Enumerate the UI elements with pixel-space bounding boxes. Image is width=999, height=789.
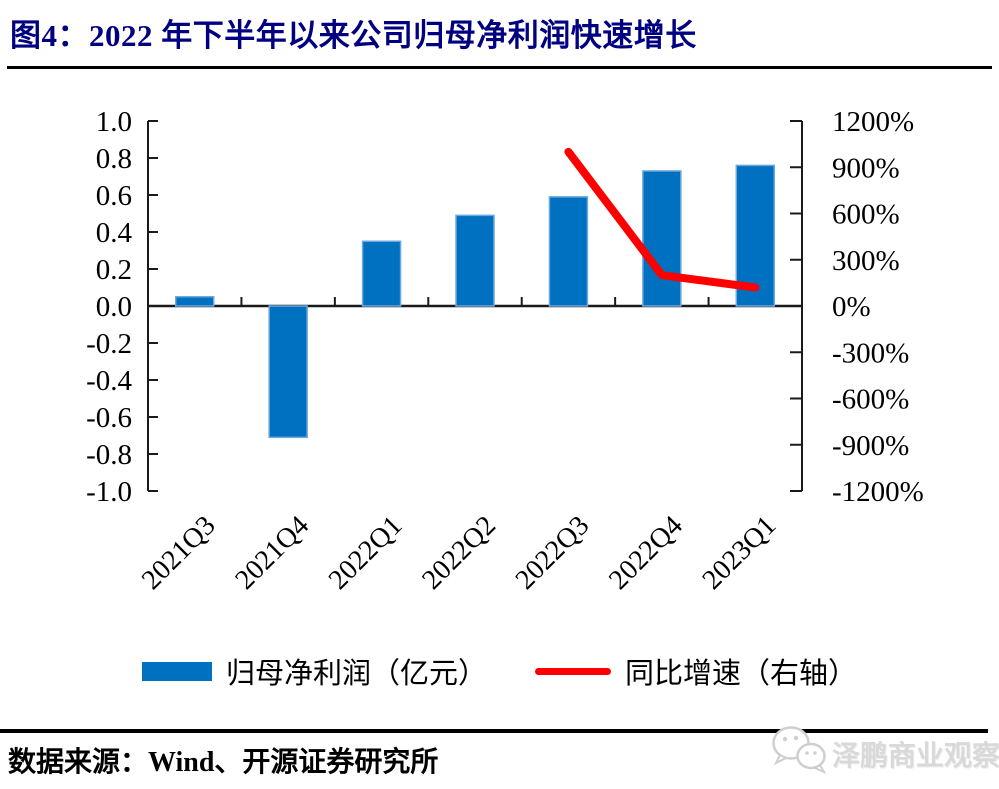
right-axis-tick-label: 600% [832,199,900,231]
watermark: 泽鹏商业观察 [768,720,999,782]
left-axis-tick-label: 0.0 [96,291,132,323]
right-axis-tick-label: 0% [832,291,871,323]
left-axis-tick-label: 0.6 [96,180,132,212]
bar-2022Q3 [548,196,589,307]
left-axis-tick-label: 0.8 [96,143,132,175]
yoy-growth-line [564,147,760,292]
legend-label: 同比增速（右轴） [625,658,858,690]
legend-item-yoy-growth: 同比增速（右轴） [535,650,857,692]
title-separator [7,66,992,69]
right-axis-tick-label: -1200% [832,476,924,508]
left-axis-tick-label: -1.0 [86,476,132,508]
bottom-separator [0,729,988,733]
left-axis-tick-label: -0.6 [86,402,132,434]
right-axis-tick-label: -300% [832,337,909,369]
x-axis-label-2022Q4: 2022Q4 [603,510,689,596]
left-axis-tick-label: -0.4 [86,365,132,397]
bar-2022Q1 [361,240,402,307]
bar-swatch-icon [141,661,212,681]
right-axis-tick-label: -900% [832,430,909,462]
line-swatch-icon [535,667,611,675]
x-axis-label-2022Q3: 2022Q3 [510,510,596,596]
right-axis-tick-label: 300% [832,245,900,277]
left-axis-tick-label: 1.0 [96,106,132,138]
bar-2022Q4 [642,170,682,307]
wechat-icon [772,726,827,775]
left-axis-tick-label: 0.4 [96,217,133,249]
x-axis-label-2021Q3: 2021Q3 [136,510,222,596]
right-axis-tick-label: 1200% [832,106,914,138]
right-axis-tick-label: -600% [832,384,909,416]
bar-2022Q2 [455,214,495,307]
x-axis-label-2023Q1: 2023Q1 [697,510,783,596]
x-axis-label-2021Q4: 2021Q4 [229,510,315,596]
chart-legend: 归母净利润（亿元） 同比增速（右轴） [0,650,999,692]
left-axis-tick-label: -0.8 [86,439,132,471]
bar-2021Q3 [174,296,215,307]
left-axis-tick-label: -0.2 [86,328,132,360]
source-note: 数据来源：Wind、开源证券研究所 [8,747,439,778]
legend-item-net-profit: 归母净利润（亿元） [141,650,487,692]
legend-label: 归母净利润（亿元） [225,658,487,690]
combo-chart: 1.0 0.8 0.6 0.4 0.2 0.0 -0.2 -0.4 -0.6 -0.8 -1.0 12… [86,106,924,596]
x-axis-label-2022Q1: 2022Q1 [323,510,409,596]
bar-2021Q4 [268,305,308,439]
left-axis-tick-label: 0.2 [96,254,132,286]
figure-title: 图4：2022 年下半年以来公司归母净利润快速增长 [10,18,697,53]
right-axis-tick-label: 900% [832,152,900,184]
watermark-text: 泽鹏商业观察 [832,741,999,772]
x-axis-label-2022Q2: 2022Q2 [416,510,502,596]
